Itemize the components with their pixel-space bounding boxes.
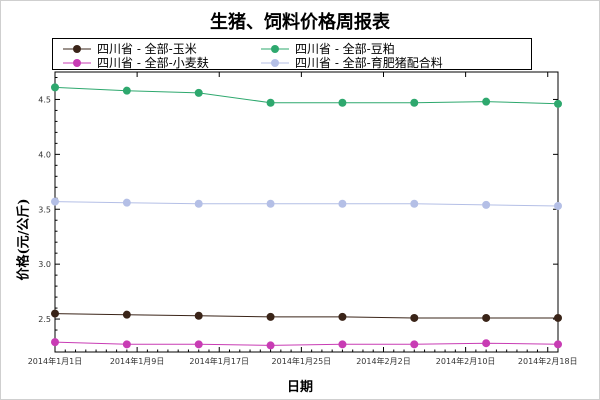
data-point-s2-6 — [482, 339, 491, 348]
x-tick-label: 2014年1月9日 — [110, 356, 165, 366]
data-point-s3-1 — [122, 198, 131, 207]
data-point-s2-7 — [554, 340, 562, 349]
data-point-s3-3 — [266, 199, 275, 208]
data-point-s3-4 — [338, 199, 347, 208]
data-point-s2-4 — [338, 340, 347, 349]
legend-swatch-corn — [63, 44, 91, 53]
data-point-s0-5 — [410, 313, 419, 322]
x-tick-label: 2014年1月1日 — [28, 356, 83, 366]
y-tick-label: 4.5 — [38, 95, 51, 104]
y-tick-label: 4.0 — [38, 150, 51, 159]
data-point-s3-6 — [482, 200, 491, 209]
legend-item-wheat-bran: 四川省 - 全部-小麦麸 — [63, 54, 209, 71]
y-tick-label: 3.5 — [38, 205, 51, 214]
data-point-s3-2 — [194, 199, 203, 208]
data-point-s0-2 — [194, 311, 203, 320]
x-axis-label: 日期 — [286, 380, 313, 395]
legend-label-fattening-feed: 四川省 - 全部-育肥猪配合料 — [295, 56, 443, 70]
data-point-s0-1 — [122, 310, 131, 319]
legend-item-corn: 四川省 - 全部-玉米 — [63, 40, 197, 57]
data-point-s1-6 — [482, 97, 491, 106]
data-point-s1-1 — [122, 86, 131, 95]
legend-swatch-fattening-feed — [261, 58, 289, 67]
data-point-s1-4 — [338, 98, 347, 107]
data-point-s0-0 — [51, 309, 59, 318]
data-point-s2-0 — [51, 338, 59, 347]
data-point-s3-7 — [554, 201, 562, 210]
data-point-s1-5 — [410, 98, 419, 107]
data-point-s0-6 — [482, 313, 491, 322]
data-point-s1-0 — [51, 83, 59, 92]
series-line-3 — [54, 201, 559, 207]
data-point-s3-0 — [51, 197, 59, 206]
data-point-s0-7 — [554, 313, 562, 322]
chart-title: 生猪、饲料价格周报表 — [210, 12, 390, 33]
series-line-1 — [54, 86, 559, 105]
series-line-0 — [54, 313, 558, 319]
legend-swatch-soybean-meal — [261, 44, 289, 53]
y-tick-label: 3.0 — [38, 260, 51, 269]
legend-label-wheat-bran: 四川省 - 全部-小麦麸 — [97, 56, 209, 70]
legend-item-soybean-meal: 四川省 - 全部-豆粕 — [261, 40, 395, 57]
legend-item-fattening-feed: 四川省 - 全部-育肥猪配合料 — [261, 54, 443, 71]
data-point-s2-5 — [410, 340, 419, 349]
x-tick-label: 2014年2月2日 — [356, 356, 411, 366]
data-point-s2-2 — [194, 340, 203, 349]
x-tick-label: 2014年1月17日 — [189, 356, 249, 366]
y-tick-label: 2.5 — [38, 315, 51, 324]
data-point-s1-2 — [194, 88, 203, 97]
series-line-2 — [54, 341, 559, 346]
y-axis-label: 价格(元/公斤) — [16, 198, 32, 281]
plot-border — [54, 71, 559, 353]
data-point-s2-1 — [122, 340, 131, 349]
data-point-s2-3 — [266, 341, 275, 350]
data-point-s0-4 — [338, 312, 347, 321]
data-point-s1-7 — [554, 99, 562, 108]
legend-label-corn: 四川省 - 全部-玉米 — [97, 42, 197, 56]
data-point-s3-5 — [410, 199, 419, 208]
x-tick-label: 2014年2月18日 — [518, 356, 578, 366]
legend: 四川省 - 全部-玉米 四川省 - 全部-豆粕 四川省 - 全部-小麦麸 四川省… — [52, 38, 532, 70]
x-tick-label: 2014年1月25日 — [272, 356, 332, 366]
data-point-s1-3 — [266, 98, 275, 107]
legend-label-soybean-meal: 四川省 - 全部-豆粕 — [295, 42, 395, 56]
legend-swatch-wheat-bran — [63, 58, 91, 67]
data-point-s0-3 — [266, 312, 275, 321]
x-tick-label: 2014年2月10日 — [436, 356, 496, 366]
